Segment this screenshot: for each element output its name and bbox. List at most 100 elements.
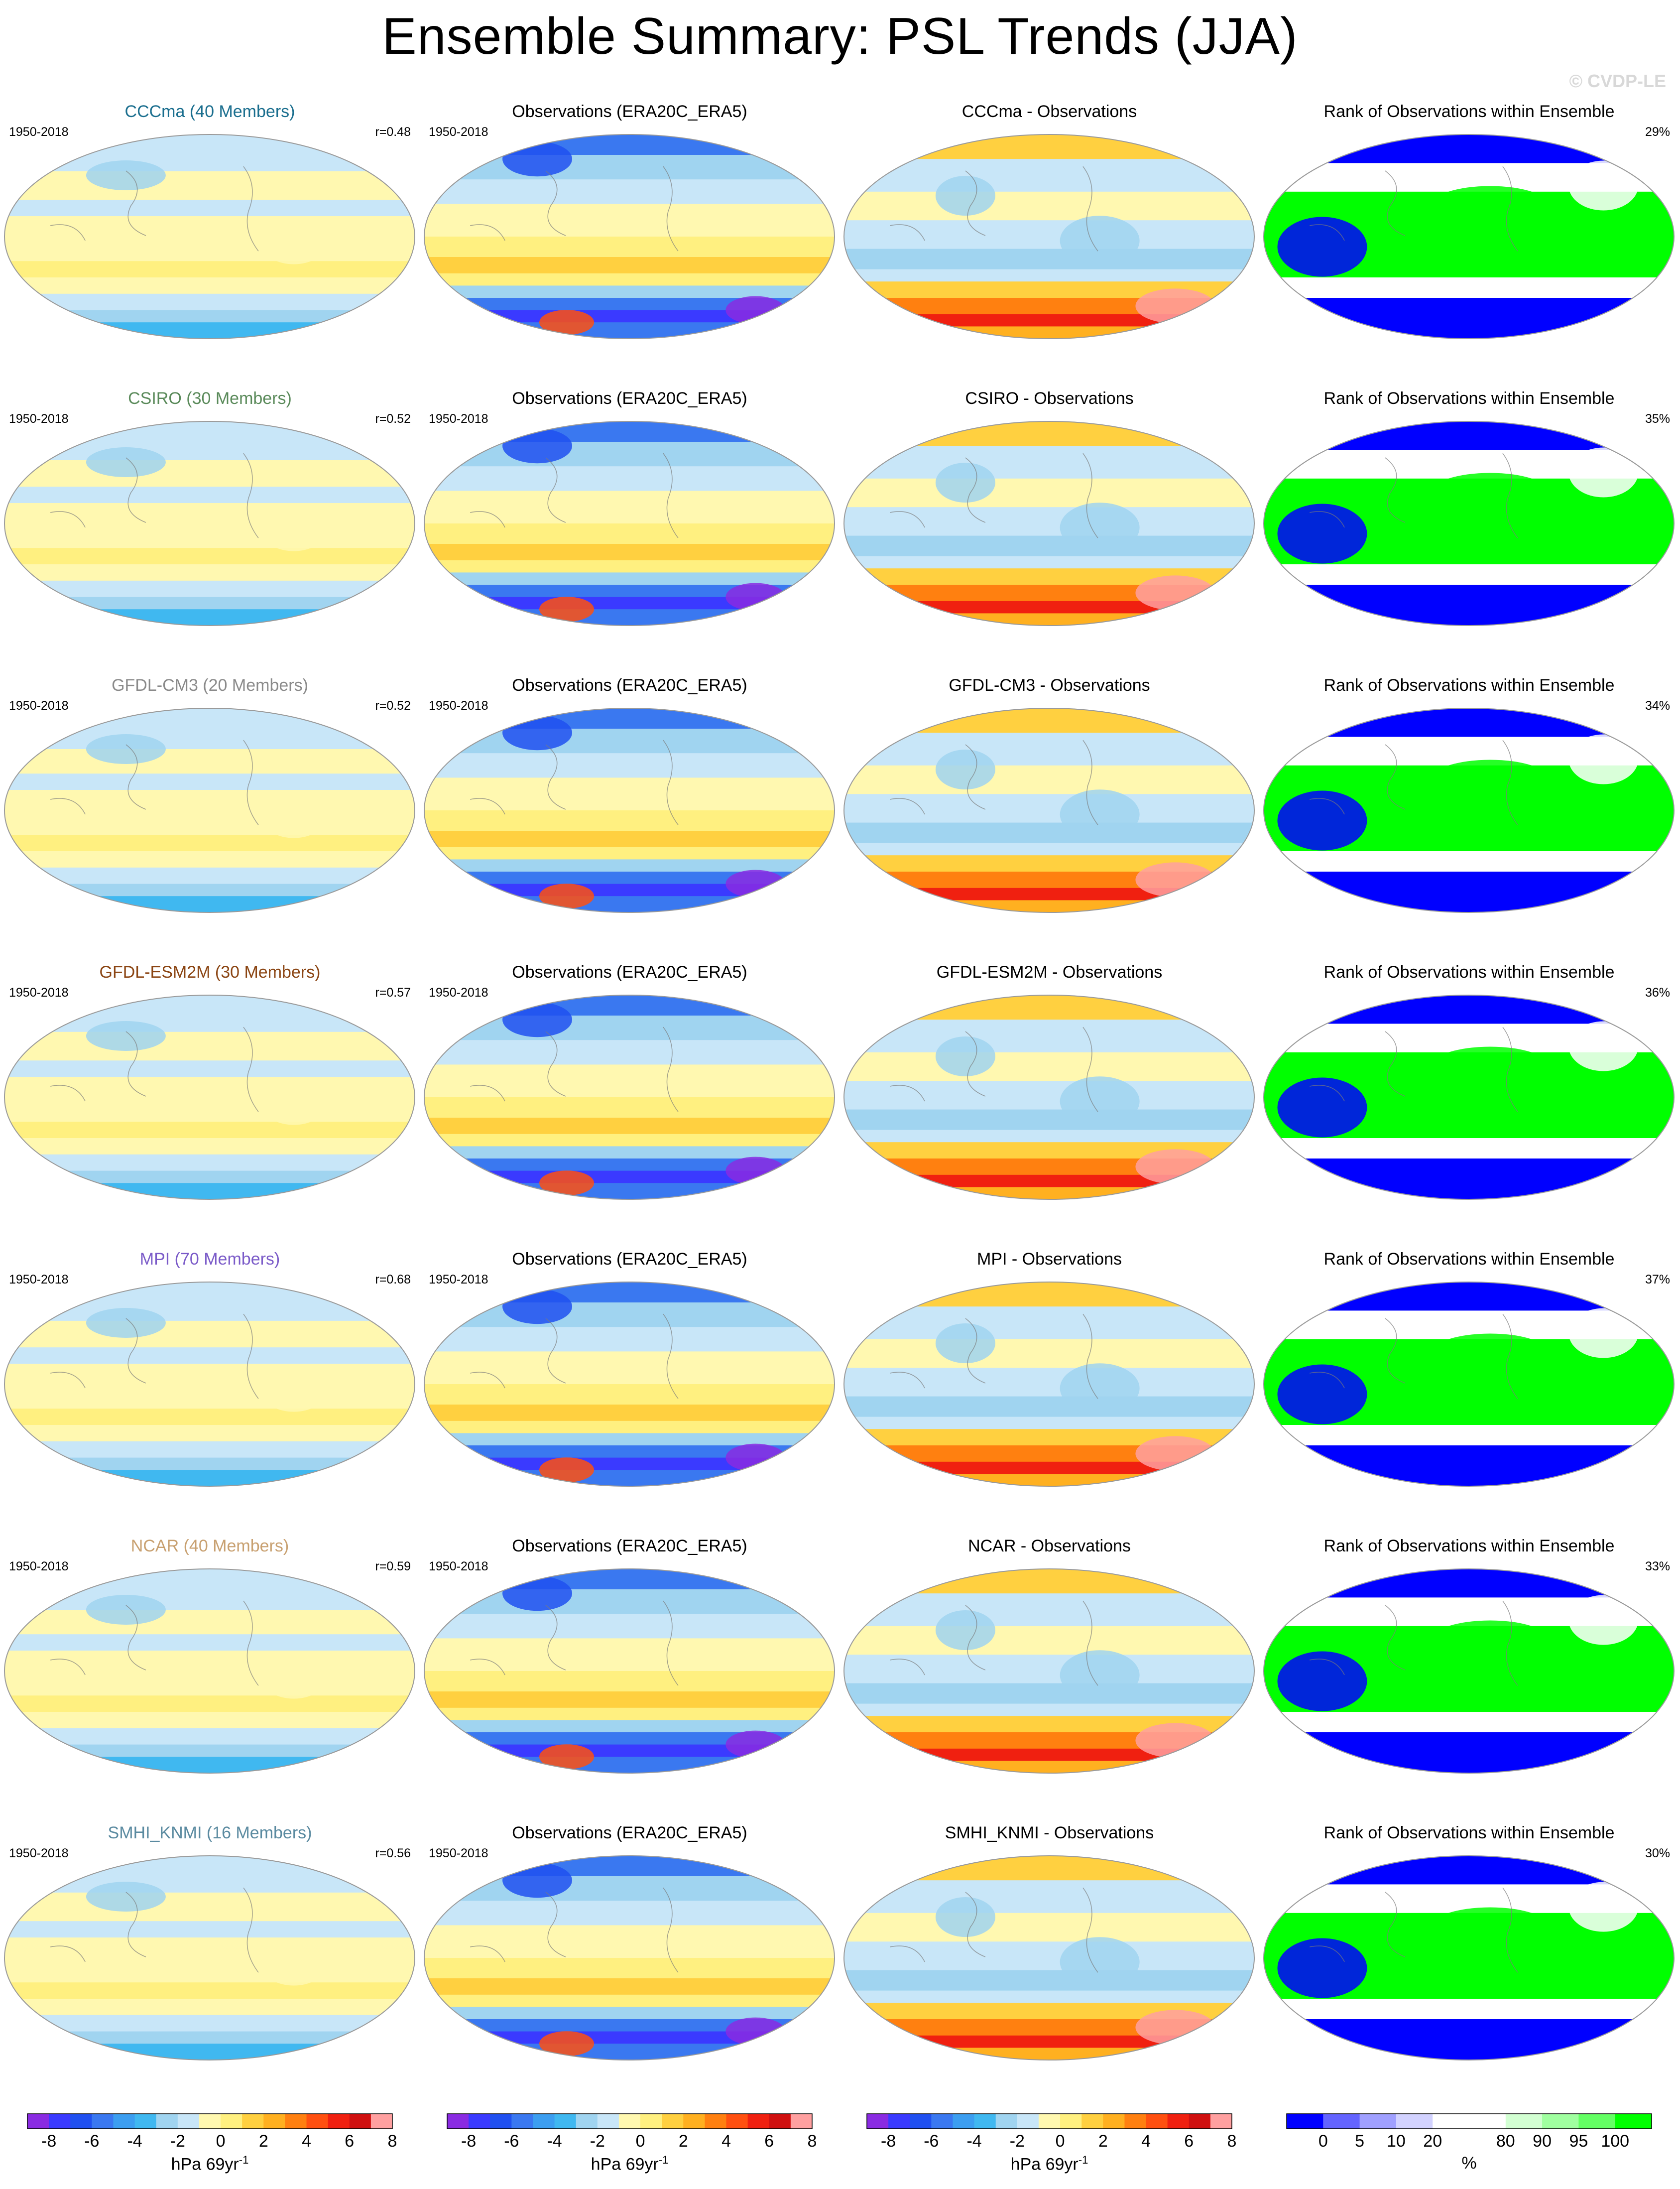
map-band bbox=[424, 597, 835, 610]
rank-title: Rank of Observations within Ensemble bbox=[1323, 963, 1615, 982]
map-band bbox=[4, 293, 415, 311]
map-anomaly bbox=[1135, 862, 1215, 898]
rank-panel: Rank of Observations within Ensemble 37% bbox=[1259, 1250, 1679, 1537]
difference-title: GFDL-CM3 - Observations bbox=[949, 676, 1150, 695]
map-anomaly bbox=[264, 516, 324, 551]
colorbar-tick-label: 5 bbox=[1355, 2132, 1364, 2151]
map-band bbox=[844, 191, 1254, 221]
map-anomaly bbox=[539, 884, 595, 909]
period-label: 1950-2018 bbox=[429, 125, 488, 139]
observations-title: Observations (ERA20C_ERA5) bbox=[512, 963, 747, 982]
map-band bbox=[424, 442, 835, 467]
coastline bbox=[1310, 166, 1518, 252]
map-border bbox=[424, 995, 835, 1200]
coastline bbox=[1310, 453, 1518, 538]
map-anomaly bbox=[1430, 1046, 1550, 1087]
map-band bbox=[424, 237, 835, 258]
colorbar-graphic: -8 -6 -4 -2 0 2 4 6 8 bbox=[27, 2113, 397, 2151]
map-band bbox=[844, 134, 1254, 160]
map-border bbox=[424, 134, 835, 339]
colorbar-swatch bbox=[113, 2114, 135, 2129]
map-anomaly bbox=[86, 1308, 166, 1338]
map-band bbox=[4, 1154, 415, 1171]
map-band bbox=[4, 1695, 415, 1712]
colorbar-swatch bbox=[1146, 2114, 1168, 2129]
map-band bbox=[424, 1720, 835, 1733]
map-band bbox=[4, 1320, 415, 1348]
map-band bbox=[4, 1138, 415, 1155]
map-band bbox=[1264, 298, 1674, 339]
colorbar-swatch bbox=[662, 2114, 684, 2129]
map-band bbox=[844, 1970, 1254, 1991]
map-band bbox=[844, 535, 1254, 557]
map-band bbox=[424, 1327, 835, 1352]
map-anomaly bbox=[1060, 1076, 1140, 1127]
model-ensemble-panel: CCCma (40 Members) 1950-2018 r=0.48 bbox=[0, 102, 420, 389]
map-band bbox=[844, 220, 1254, 250]
coastline bbox=[470, 1600, 679, 1686]
map-band bbox=[424, 1638, 835, 1672]
colorbar-unit-label: hPa 69yr-1 bbox=[171, 2154, 249, 2174]
map-band bbox=[844, 1174, 1254, 1188]
colorbar-tick-label: 95 bbox=[1569, 2132, 1588, 2151]
map-band bbox=[424, 1876, 835, 1902]
difference-map-0 bbox=[843, 134, 1255, 339]
map-band bbox=[4, 421, 415, 461]
colorbar-tick-label: 2 bbox=[1098, 2132, 1108, 2151]
colorbar-tick-label: 6 bbox=[1184, 2132, 1194, 2151]
map-anomaly bbox=[502, 1863, 573, 1898]
map-border bbox=[4, 1282, 415, 1487]
difference-map-6 bbox=[843, 1855, 1255, 2060]
map-border bbox=[843, 995, 1255, 1200]
colorbar-tick-label: 0 bbox=[1056, 2132, 1065, 2151]
map-band bbox=[844, 733, 1254, 766]
colorbar-tick-label: -8 bbox=[881, 2132, 896, 2151]
map-anomaly bbox=[1430, 760, 1550, 800]
map-anomaly bbox=[86, 447, 166, 477]
colorbar-frame bbox=[27, 2113, 393, 2129]
difference-title: MPI - Observations bbox=[977, 1250, 1122, 1269]
rank-percent-label: 29% bbox=[1645, 125, 1670, 139]
map-anomaly bbox=[1135, 575, 1215, 611]
difference-title: NCAR - Observations bbox=[968, 1537, 1131, 1555]
map-band bbox=[844, 1626, 1254, 1656]
difference-panel: SMHI_KNMI - Observations bbox=[840, 1823, 1259, 2110]
map-border bbox=[424, 1568, 835, 1774]
coastline bbox=[50, 1600, 259, 1686]
coastline bbox=[50, 1313, 259, 1399]
observations-map-6 bbox=[424, 1855, 835, 2060]
coastline bbox=[890, 1600, 1098, 1686]
colorbar-swatch bbox=[953, 2114, 975, 2129]
map-band bbox=[4, 609, 415, 626]
map-anomaly bbox=[1277, 1364, 1367, 1424]
colorbar-tick-label: 6 bbox=[764, 2132, 774, 2151]
coastline bbox=[470, 1887, 679, 1973]
coastline bbox=[50, 1887, 259, 1973]
period-label: 1950-2018 bbox=[9, 125, 69, 139]
colorbar-swatch bbox=[1167, 2114, 1190, 2129]
coastline bbox=[890, 453, 1098, 538]
map-band bbox=[424, 523, 835, 544]
rank-panel: Rank of Observations within Ensemble 36% bbox=[1259, 963, 1679, 1250]
map-band bbox=[4, 322, 415, 339]
map-band bbox=[424, 466, 835, 492]
observations-panel: Observations (ERA20C_ERA5) 1950-2018 bbox=[420, 963, 840, 1250]
colorbar-unit-label: hPa 69yr-1 bbox=[591, 2154, 669, 2174]
colorbar-swatch bbox=[1287, 2114, 1323, 2129]
map-band bbox=[844, 2035, 1254, 2049]
map-anomaly bbox=[935, 750, 995, 789]
map-band bbox=[1264, 1138, 1674, 1159]
observations-title: Observations (ERA20C_ERA5) bbox=[512, 1823, 747, 1842]
map-anomaly bbox=[502, 1576, 573, 1611]
map-band bbox=[424, 204, 835, 237]
colorbar-tick-label: -4 bbox=[966, 2132, 981, 2151]
period-label: 1950-2018 bbox=[9, 699, 69, 713]
map-band bbox=[424, 1405, 835, 1421]
map-band bbox=[1264, 708, 1674, 738]
rank-percent-label: 35% bbox=[1645, 412, 1670, 426]
colorbar-swatch bbox=[769, 2114, 791, 2129]
map-border bbox=[4, 708, 415, 913]
colorbar-tick-label: 0 bbox=[636, 2132, 645, 2151]
map-band bbox=[1264, 1445, 1674, 1486]
map-band bbox=[424, 859, 835, 872]
